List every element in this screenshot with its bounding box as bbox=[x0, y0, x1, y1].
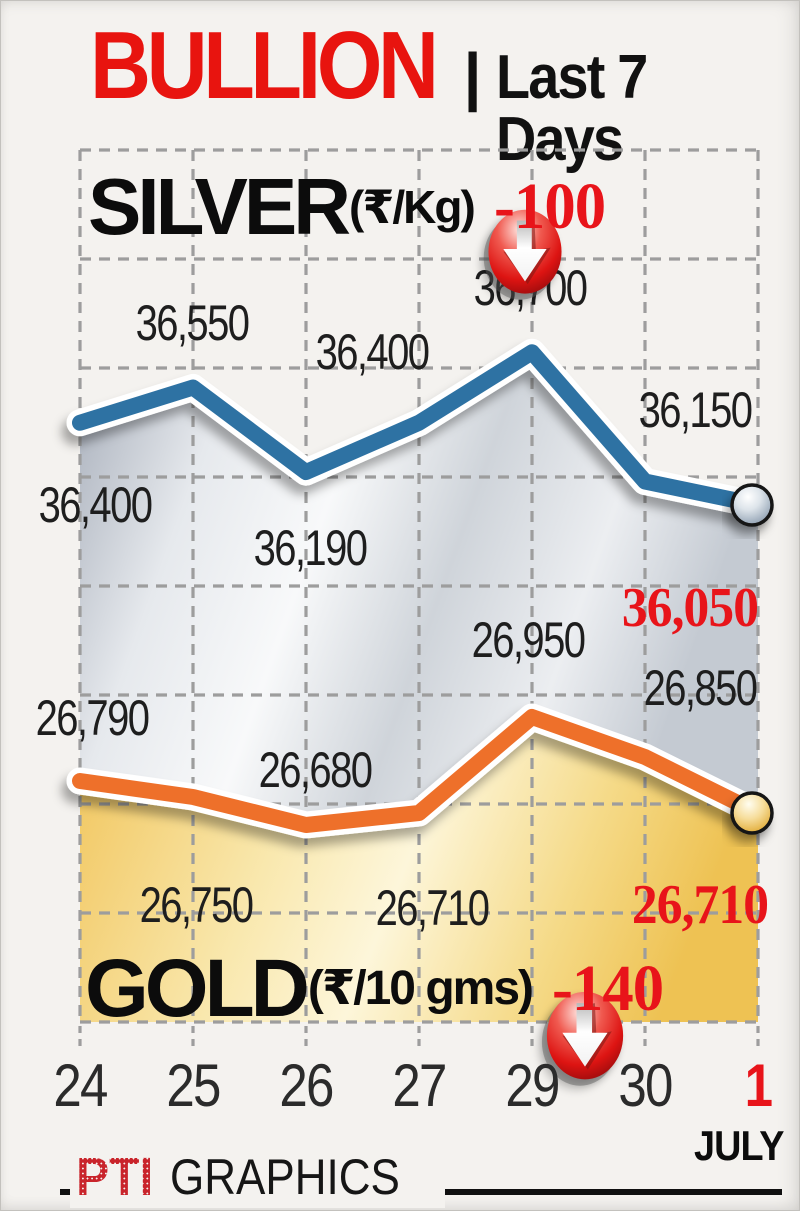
x-axis: 24 25 26 27 29 30 1 bbox=[53, 1052, 773, 1119]
x-axis-month-label: JULY bbox=[694, 1122, 784, 1169]
x-tick-label: 27 bbox=[392, 1052, 447, 1119]
silver-line bbox=[66, 338, 772, 519]
pti-logo: PTI bbox=[76, 1146, 154, 1208]
title-main: BULLION bbox=[90, 12, 439, 119]
x-tick-label: 26 bbox=[279, 1052, 334, 1119]
footer-brand: PTI GRAPHICS bbox=[70, 1146, 446, 1208]
x-tick-label: 25 bbox=[166, 1052, 221, 1119]
gold-header: GOLD (₹/10 gms) bbox=[85, 942, 669, 1086]
chart-plot-area: 36,40036,55036,19036,40036,70036,15036,0… bbox=[36, 148, 774, 1086]
chart-canvas bbox=[66, 148, 774, 1052]
silver-change-value: -100 bbox=[493, 170, 606, 243]
silver-header: SILVER (₹/Kg) bbox=[88, 162, 611, 300]
gold-change-value: -140 bbox=[552, 952, 664, 1025]
title-separator: | bbox=[463, 40, 482, 112]
title-period: Last 7 Days bbox=[495, 43, 648, 174]
grid-lines bbox=[78, 148, 760, 1052]
silver-title: SILVER bbox=[88, 162, 351, 251]
silver-end-ball bbox=[730, 483, 774, 527]
gold-unit: (₹/10 gms) bbox=[307, 962, 534, 1015]
x-tick-label: 24 bbox=[53, 1052, 108, 1119]
x-tick-label: 1 bbox=[744, 1052, 773, 1119]
gold-line bbox=[66, 703, 772, 839]
page-title: BULLION | Last 7 Days bbox=[90, 12, 780, 171]
silver-unit: (₹/Kg) bbox=[349, 181, 476, 233]
gold-end-ball bbox=[730, 791, 774, 835]
gold-title: GOLD bbox=[85, 943, 310, 1034]
brand-graphics-label: GRAPHICS bbox=[170, 1149, 400, 1205]
gold-area-fill bbox=[80, 717, 758, 1022]
